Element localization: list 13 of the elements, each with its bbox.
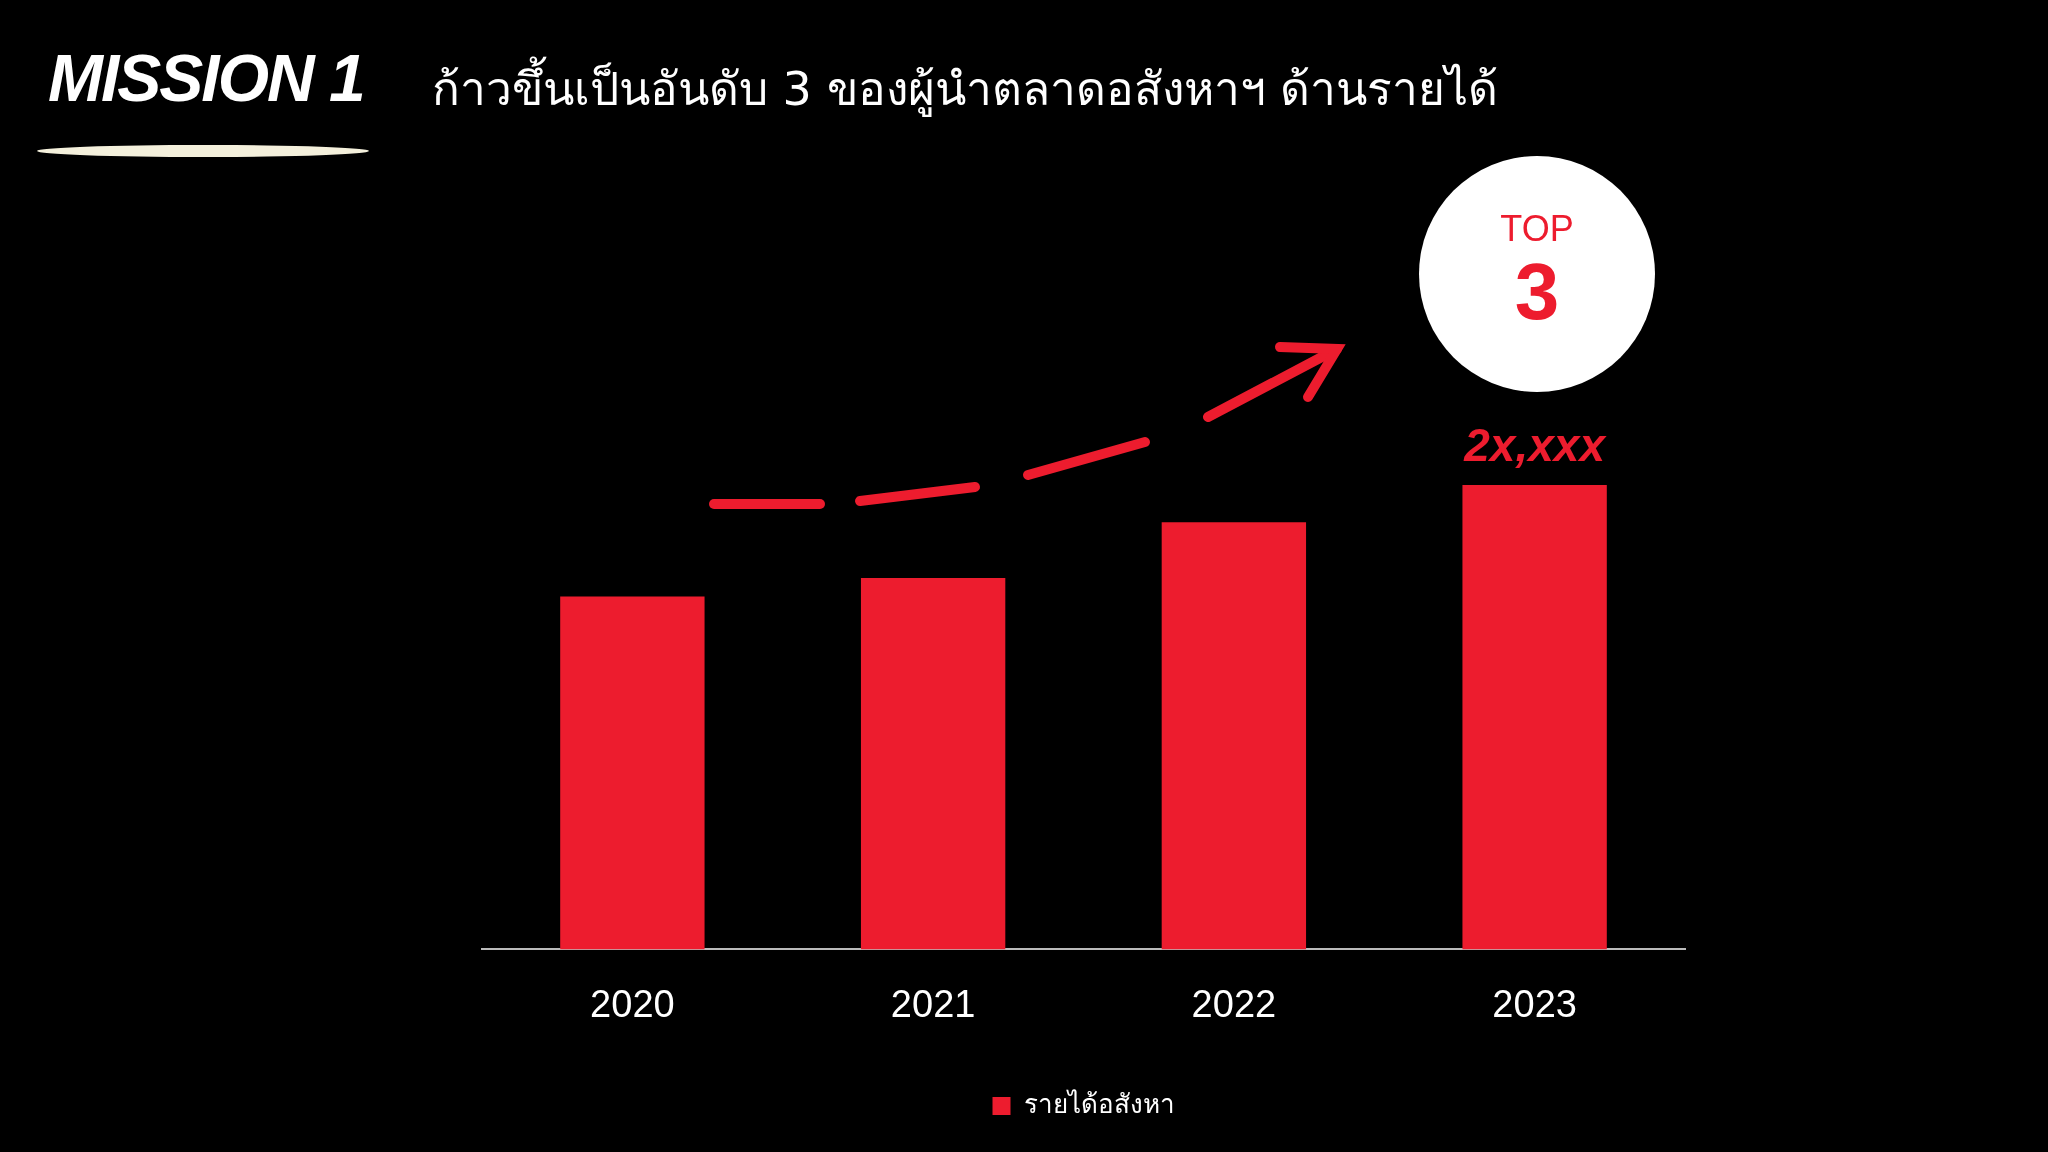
- bar: [1161, 522, 1307, 950]
- bar: [860, 577, 1006, 950]
- x-tick-label: 2022: [1191, 982, 1277, 1025]
- circle-badge: TOP 3: [1419, 156, 1655, 392]
- chart-title: MISSION 1: [48, 40, 364, 116]
- bar: [560, 596, 705, 950]
- x-tick-label: 2020: [590, 982, 675, 1025]
- chart-subtitle: ก้าวขึ้นเป็นอันดับ 3 ของผู้นำตลาดอสังหาฯ ด้านรายได้: [432, 55, 1499, 119]
- x-tick-label: 2021: [890, 982, 976, 1025]
- x-tick-label: 2023: [1492, 982, 1577, 1025]
- legend-label: รายได้อสังหา: [1023, 1089, 1175, 1120]
- bar: [1462, 485, 1607, 950]
- annotation: 2x,xxx: [1463, 418, 1608, 471]
